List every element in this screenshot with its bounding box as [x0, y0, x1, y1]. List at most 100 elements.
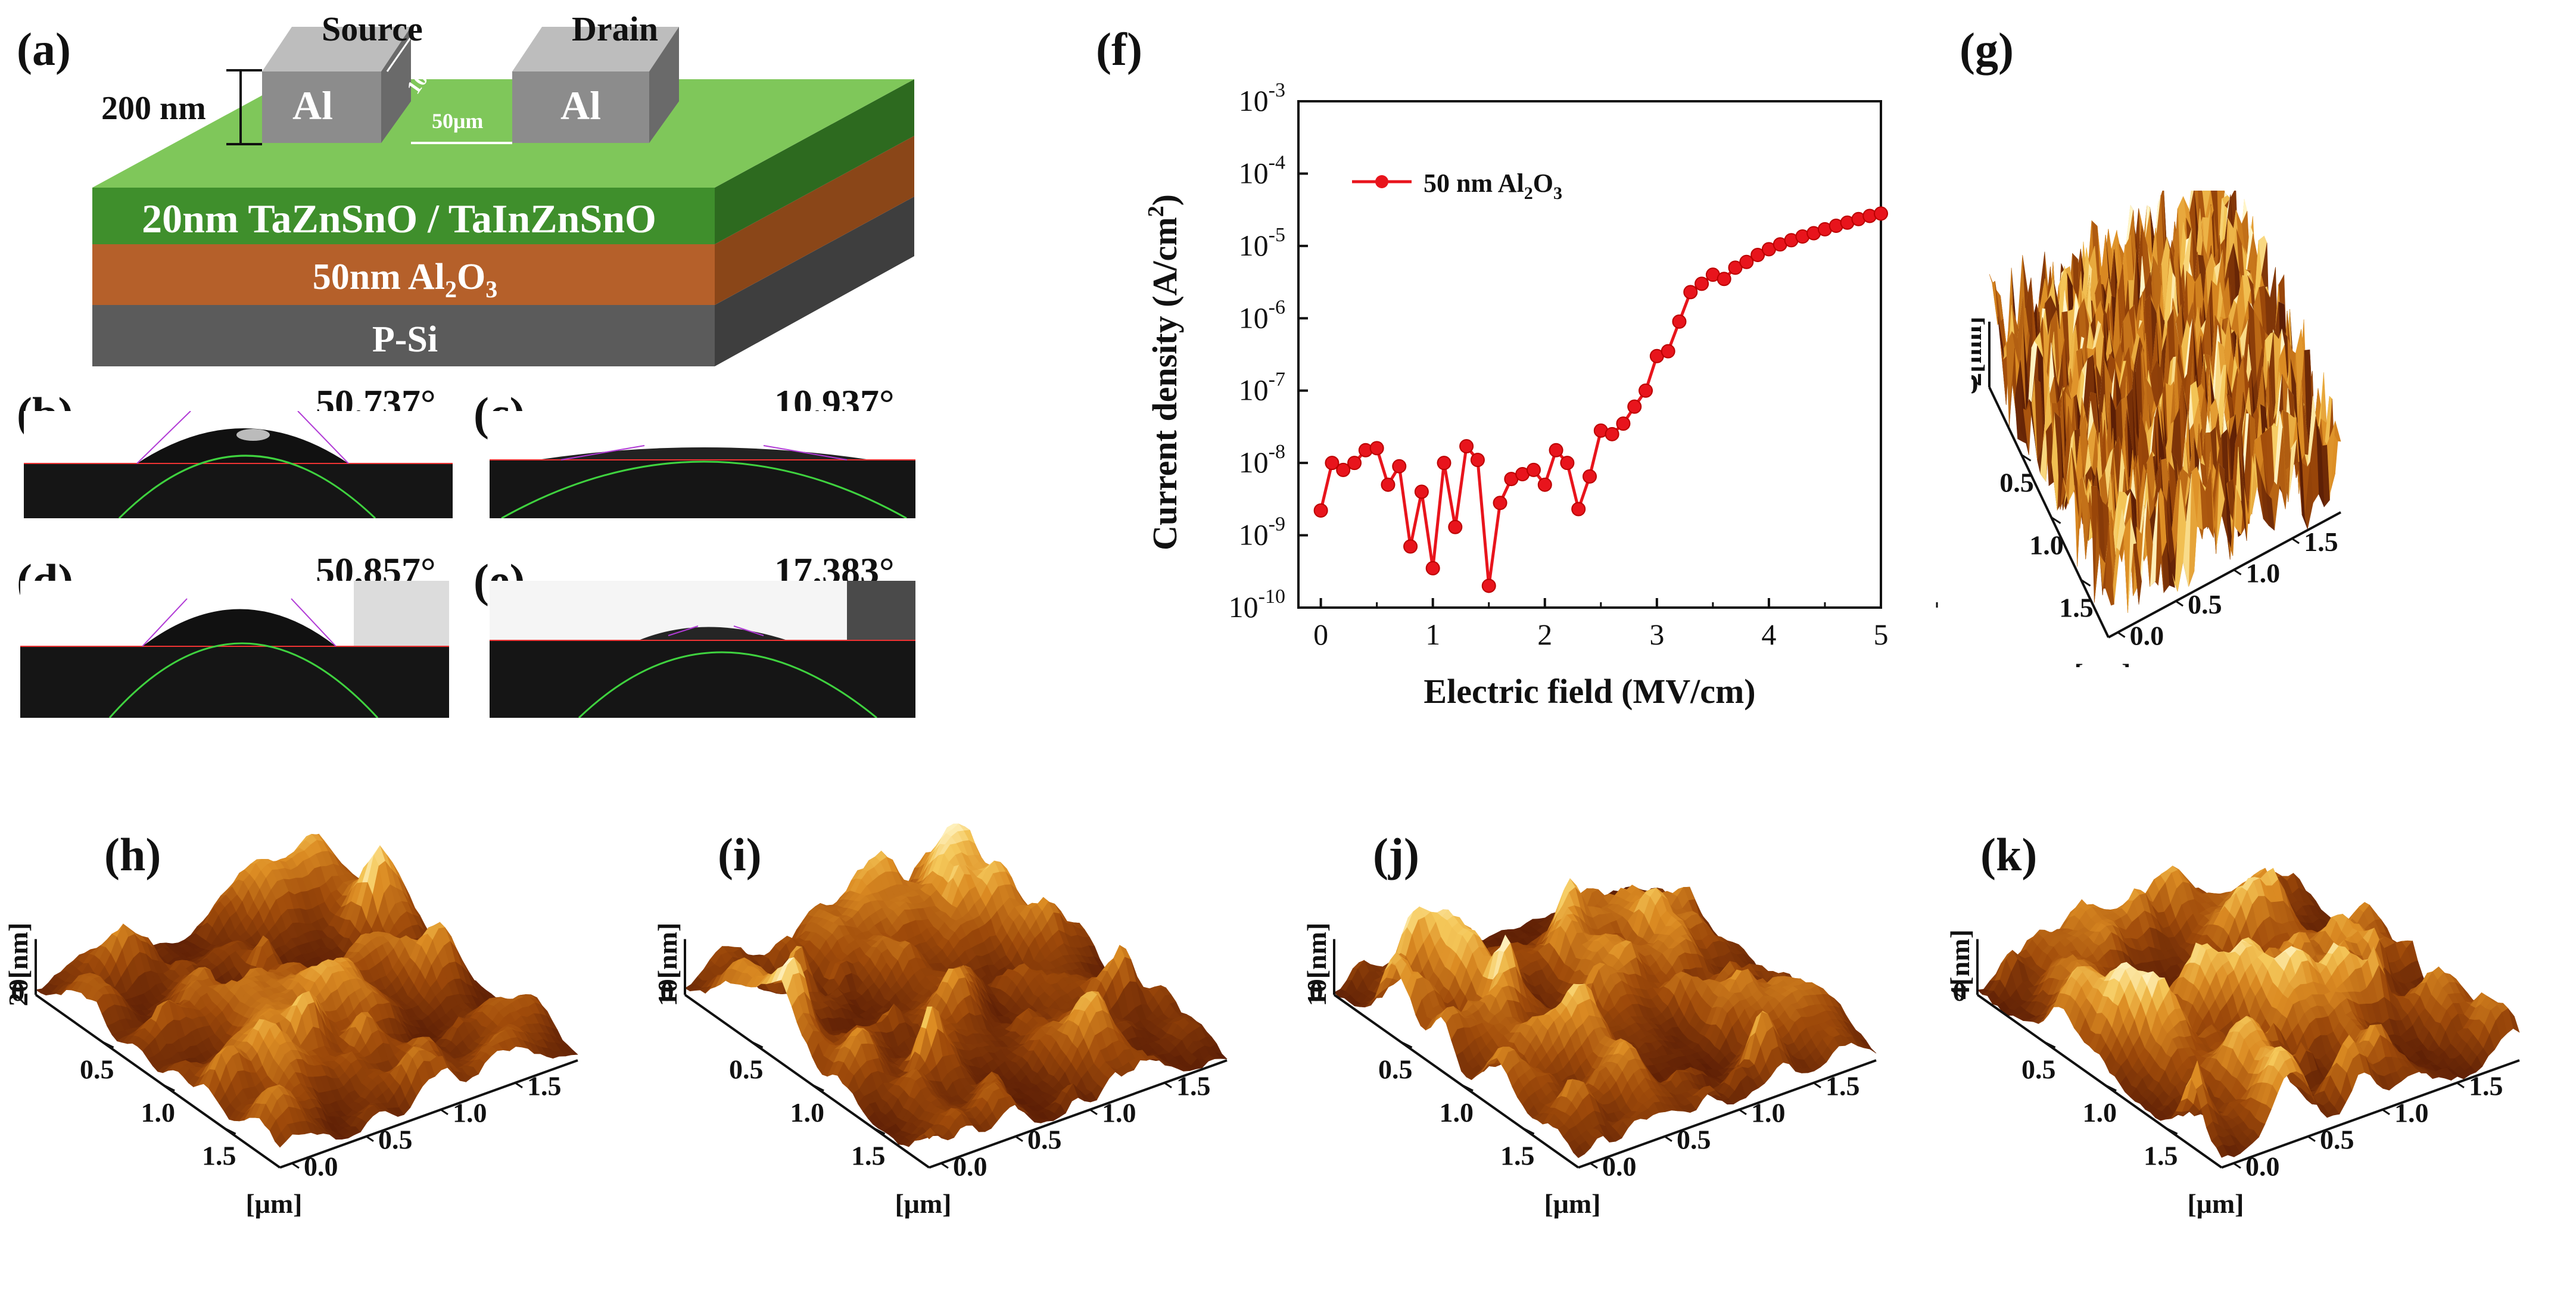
semiconductor-layer-front [92, 188, 715, 244]
y-tick-label: 10-4 [1239, 151, 1285, 189]
al2o3-layer-side [715, 136, 914, 305]
data-point [1683, 285, 1698, 300]
electrode-left-label: Al [292, 83, 333, 128]
afm-unit-label: [μm] [245, 1188, 302, 1219]
afm-y-tick-label: 0.5 [2320, 1125, 2354, 1155]
afm-x-tick [1400, 1040, 1413, 1048]
afm-y-axis [2108, 511, 2341, 639]
data-point [1583, 469, 1597, 484]
data-point [1616, 416, 1631, 431]
afm-x-tick-label: 0.5 [2021, 1054, 2056, 1084]
afm-y-tick [2307, 1135, 2316, 1143]
afm-surface-mesh [1989, 191, 2341, 613]
y-tick-label: 10-10 [1229, 586, 1285, 624]
x-tick-label: 0 [1313, 618, 1328, 651]
data-point [1739, 254, 1754, 269]
data-point [1526, 462, 1541, 477]
drain-label: Drain [572, 10, 658, 48]
psi-layer-front [92, 305, 715, 366]
afm-y-tick-label: 1.0 [2394, 1098, 2429, 1128]
afm-x-tick-label: 1.5 [2059, 592, 2094, 622]
layer-mid-label: 50nm Al2O3 [313, 257, 497, 303]
afm-z-zero: 0 [1971, 369, 1979, 399]
source-label: Source [322, 10, 423, 48]
source-electrode-top [262, 27, 411, 71]
afm-x-tick [2043, 1040, 2056, 1048]
contact-angle-photo-e [490, 581, 915, 718]
data-point [1425, 561, 1440, 575]
x-tick-label: 5 [1874, 618, 1889, 651]
afm-x-tick-label: 1.0 [2029, 530, 2064, 560]
panel-label-k: (k) [1980, 829, 2038, 880]
afm-x-tick-label: 1.0 [141, 1097, 175, 1128]
afm-surface-g: 2[nm]0 0.5 1.0 1.5 0.0 0.5 1.0 1.5 [μm] [1971, 191, 2341, 667]
afm-y-tick [515, 1082, 523, 1089]
afm-y-tick [1015, 1135, 1023, 1143]
thickness-label: 200 nm [101, 90, 206, 127]
data-point [1470, 453, 1485, 468]
contact-angle-photo-d [20, 581, 449, 718]
afm-x-tick [811, 1084, 824, 1092]
data-point [1403, 539, 1418, 554]
drain-electrode-top [512, 27, 679, 71]
afm-surface-mesh [684, 823, 1228, 1147]
afm-y-tick [291, 1162, 300, 1169]
data-point [1605, 427, 1619, 441]
afm-y-tick-label: 0.0 [2130, 620, 2164, 650]
afm-z-label: 10[nm] [652, 923, 683, 1007]
afm-surface-mesh [1977, 866, 2520, 1158]
afm-x-tick-label: 0.5 [1378, 1054, 1413, 1084]
leakage-current-chart: 0 1 2 3 4 510-1010-910-810-710-610-510-410-3 … [1144, 79, 1938, 711]
afm-unit-label: [μm] [895, 1188, 951, 1219]
channel-label: 50μm [432, 109, 483, 133]
afm-axes: 10[nm]0 0.5 1.0 1.5 0.0 0.5 1.0 1.5 [μm] [1301, 923, 1877, 1219]
afm-x-axis [35, 994, 281, 1169]
afm-y-tick-label: 1.5 [1826, 1071, 1860, 1101]
afm-axes: 10[nm]0 0.5 1.0 1.5 0.0 0.5 1.0 1.5 [μm] [652, 923, 1228, 1219]
afm-y-tick-label: 0.5 [1677, 1125, 1711, 1155]
panel-label-a: (a) [17, 23, 71, 75]
afm-unit-label: [μm] [2074, 658, 2130, 667]
afm-y-tick-label: 0.0 [2245, 1151, 2280, 1182]
data-point [1347, 456, 1362, 471]
afm-x-axis [1333, 994, 1580, 1169]
afm-z-zero: 0 [661, 976, 674, 1007]
afm-x-tick-label: 1.0 [790, 1097, 824, 1128]
chart-ylabel: Current density (A/cm2) [1144, 194, 1184, 550]
afm-y-tick [1590, 1162, 1598, 1169]
data-point [1750, 248, 1765, 263]
afm-y-tick [2382, 1109, 2390, 1116]
afm-surface-h: 20[nm]0 0.5 1.0 1.5 0.0 0.5 1.0 1.5 [μm] [3, 833, 578, 1219]
afm-y-tick [1089, 1109, 1098, 1116]
afm-x-tick-label: 1.5 [1500, 1140, 1535, 1171]
afm-x-tick-label: 1.5 [851, 1140, 886, 1171]
data-point [1325, 456, 1340, 471]
legend-label: 50 nm Al2O3 [1424, 169, 1562, 203]
afm-surface-k: 4[nm]0 0.5 1.0 1.5 0.0 0.5 1.0 1.5 [μm] [1945, 866, 2520, 1219]
data-point [1537, 477, 1552, 492]
afm-unit-label: [μm] [2187, 1188, 2244, 1219]
afm-x-axis [1976, 994, 2223, 1169]
afm-y-tick-label: 0.0 [1602, 1151, 1637, 1182]
afm-x-tick-label: 1.0 [1439, 1097, 1474, 1128]
afm-surface-i: 10[nm]0 0.5 1.0 1.5 0.0 0.5 1.0 1.5 [μm] [652, 823, 1228, 1219]
afm-z-label: 4[nm] [1945, 929, 1975, 1000]
afm-y-tick-label: 0.0 [304, 1151, 338, 1182]
al2o3-layer-front [92, 244, 715, 305]
data-point [1571, 502, 1586, 516]
x-tick-label: 2 [1537, 618, 1552, 651]
data-point [1437, 456, 1451, 471]
source-electrode-front [262, 71, 381, 143]
afm-y-axis [929, 1059, 1228, 1169]
afm-x-axis [684, 994, 930, 1169]
data-point [1481, 578, 1496, 593]
data-point [1549, 443, 1563, 457]
afm-x-tick [750, 1040, 764, 1048]
data-point [1874, 206, 1888, 221]
afm-axes: 4[nm]0 0.5 1.0 1.5 0.0 0.5 1.0 1.5 [μm] [1945, 929, 2520, 1219]
afm-x-tick [873, 1126, 886, 1135]
afm-y-tick [2233, 569, 2242, 575]
afm-axes: 2[nm]0 0.5 1.0 1.5 0.0 0.5 1.0 1.5 [μm] [1971, 316, 2341, 667]
afm-axes: 20[nm]0 0.5 1.0 1.5 0.0 0.5 1.0 1.5 [μm] [3, 923, 578, 1219]
afm-x-tick [1460, 1084, 1474, 1092]
